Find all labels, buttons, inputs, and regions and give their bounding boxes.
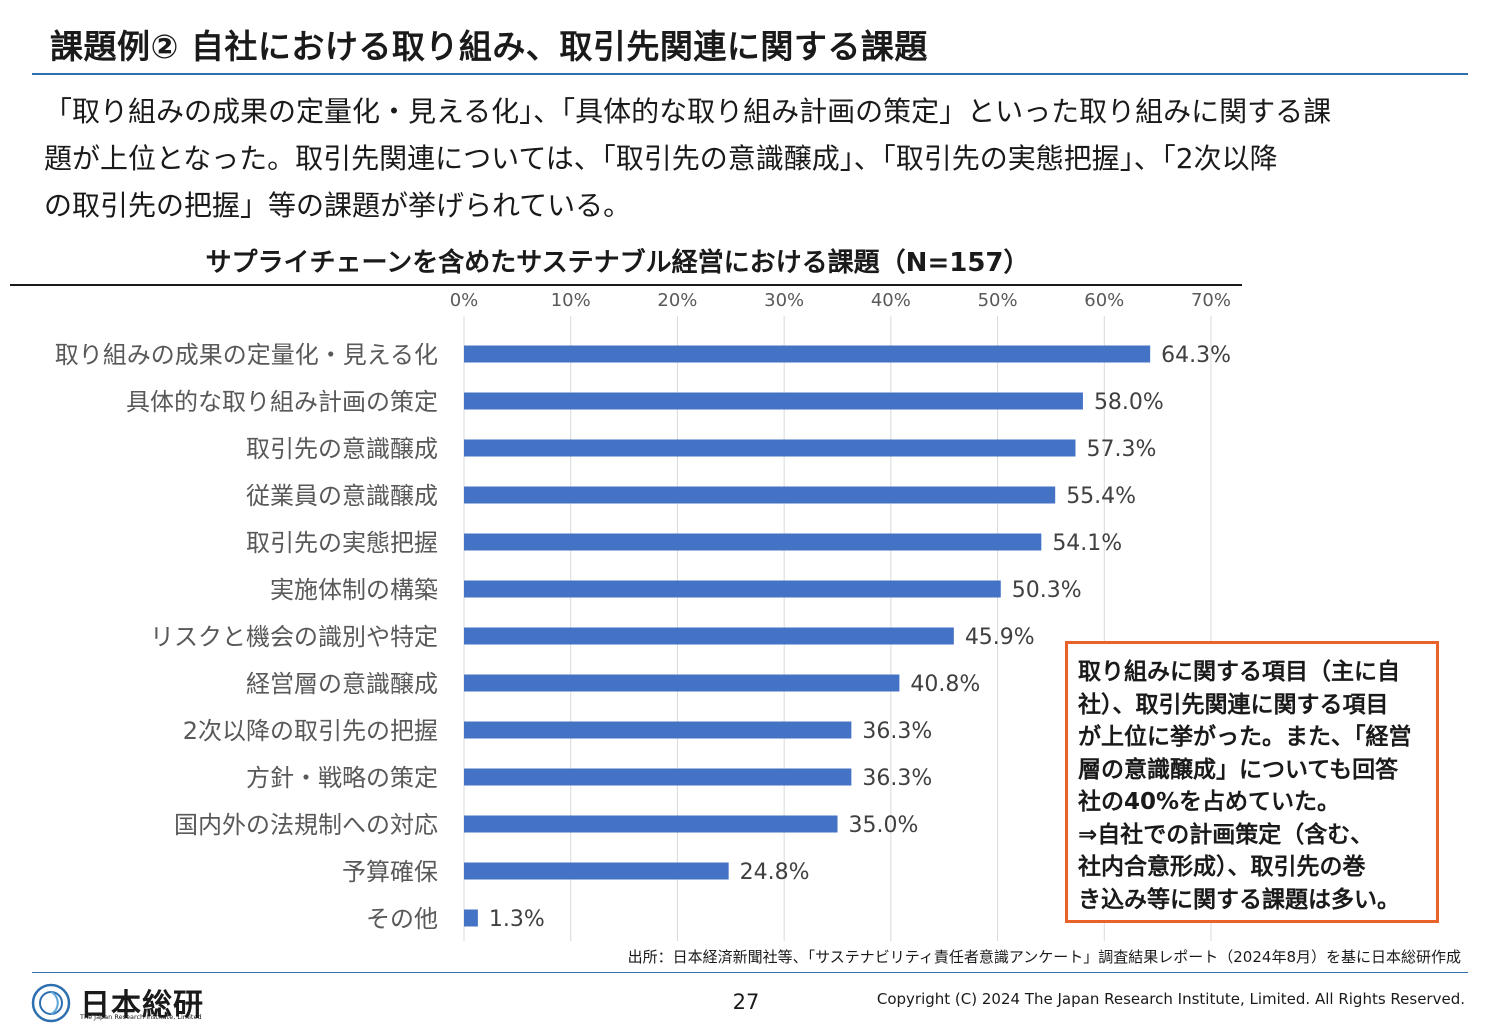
x-tick-label: 30% [764, 290, 804, 311]
data-label: 1.3% [489, 907, 545, 932]
footer-divider [32, 972, 1468, 973]
lead-line: の取引先の把握」等の課題が挙げられている。 [44, 189, 632, 222]
data-label: 64.3% [1161, 343, 1231, 368]
x-tick-label: 0% [450, 290, 479, 311]
callout-line: 取り組みに関する項目（主に自 [1078, 659, 1400, 685]
category-label: 2次以降の取引先の把握 [183, 717, 438, 745]
category-label: 従業員の意識醸成 [246, 482, 438, 510]
callout-line: が上位に挙がった。また、「経営 [1078, 724, 1412, 750]
bar [464, 721, 852, 739]
data-label: 40.8% [910, 672, 980, 697]
bar [464, 768, 852, 786]
data-labels: 64.3% 58.0% 57.3% 55.4% 54.1% 50.3% 45.9% 40.8%… [489, 343, 1231, 932]
category-label: 取引先の意識醸成 [246, 435, 438, 463]
company-logo: 日本総研 The Japan Research Institute, Limit… [30, 980, 220, 1028]
callout-line: き込み等に関する課題は多い。 [1078, 886, 1400, 913]
callout-line: ⇒自社での計画策定（含む、 [1078, 821, 1374, 848]
bar [464, 815, 838, 833]
x-tick-label: 20% [657, 290, 697, 311]
bar [464, 392, 1083, 410]
bar [464, 439, 1076, 457]
bar [464, 580, 1001, 598]
data-label: 50.3% [1012, 578, 1082, 603]
category-label: 取り組みの成果の定量化・見える化 [55, 341, 438, 369]
logo-circle-icon [31, 983, 71, 1023]
category-label: リスクと機会の識別や特定 [150, 623, 438, 651]
data-label: 54.1% [1052, 531, 1122, 556]
category-label: 方針・戦略の策定 [246, 764, 438, 792]
chart-title: サプライチェーンを含めたサステナブル経営における課題（N=157） [205, 248, 1030, 278]
x-tick-label: 50% [978, 290, 1018, 311]
category-label: 国内外の法規制への対応 [174, 811, 438, 839]
source-note: 出所：日本経済新聞社等、「サステナビリティ責任者意識アンケート」調査結果レポート… [627, 948, 1461, 966]
category-labels: 取り組みの成果の定量化・見える化具体的な取り組み計画の策定取引先の意識醸成従業員… [55, 341, 438, 933]
x-tick-label: 40% [871, 290, 911, 311]
category-label: 実施体制の構築 [270, 576, 438, 604]
bar [464, 345, 1151, 363]
lead-line: 題が上位となった。取引先関連については、「取引先の意識醸成」、「取引先の実態把握… [44, 142, 1278, 175]
page-number: 27 [732, 990, 760, 1014]
category-label: 予算確保 [342, 858, 438, 886]
data-label: 36.3% [862, 719, 932, 744]
bar [464, 674, 900, 692]
category-label: 具体的な取り組み計画の策定 [126, 388, 438, 416]
lead-line: 「取り組みの成果の定量化・見える化」、「具体的な取り組み計画の策定」といった取り… [44, 95, 1332, 128]
data-label: 58.0% [1094, 390, 1164, 415]
bar [464, 909, 478, 927]
callout-line: 社）、取引先関連に関する項目 [1078, 691, 1389, 718]
bar [464, 862, 729, 880]
callout-line: 層の意識醸成」についても回答 [1078, 756, 1399, 783]
bar [464, 533, 1042, 551]
lead-paragraph: 「取り組みの成果の定量化・見える化」、「具体的な取り組み計画の策定」といった取り… [44, 88, 1464, 229]
bar-chart: 0% 10% 20% 30% 40% 50% 60% 70% 取り組みの成果の定量化・見える化… [55, 290, 1231, 941]
x-axis-tick-labels: 0% 10% 20% 30% 40% 50% 60% 70% [450, 290, 1231, 311]
data-label: 55.4% [1066, 484, 1136, 509]
data-label: 36.3% [862, 766, 932, 791]
x-tick-label: 70% [1191, 290, 1231, 311]
data-label: 35.0% [849, 813, 919, 838]
x-tick-label: 10% [551, 290, 591, 311]
callout-box: 取り組みに関する項目（主に自 社）、取引先関連に関する項目 が上位に挙がった。ま… [1065, 641, 1439, 923]
data-label: 24.8% [740, 860, 810, 885]
callout-line: 社の40%を占めていた。 [1078, 789, 1341, 815]
copyright: Copyright (C) 2024 The Japan Research In… [876, 990, 1465, 1008]
chart-gridlines [463, 316, 1212, 941]
callout-line: 社内合意形成）、取引先の巻 [1078, 854, 1366, 880]
x-tick-label: 60% [1084, 290, 1124, 311]
title-divider [32, 73, 1468, 75]
bar [464, 627, 954, 645]
category-label: 取引先の実態把握 [246, 529, 438, 557]
slide-title: 課題例② 自社における取り組み、取引先関連に関する課題 [50, 27, 928, 66]
data-label: 57.3% [1086, 437, 1156, 462]
category-label: 経営層の意識醸成 [246, 670, 438, 698]
data-label: 45.9% [965, 625, 1035, 650]
chart-title-divider [10, 284, 1242, 286]
logo-text: 日本総研 [80, 988, 204, 1023]
chart-bars [464, 345, 1151, 927]
logo-subtext: The Japan Research Institute, Limited [80, 1013, 202, 1021]
category-label: その他 [366, 905, 438, 933]
bar [464, 486, 1056, 504]
